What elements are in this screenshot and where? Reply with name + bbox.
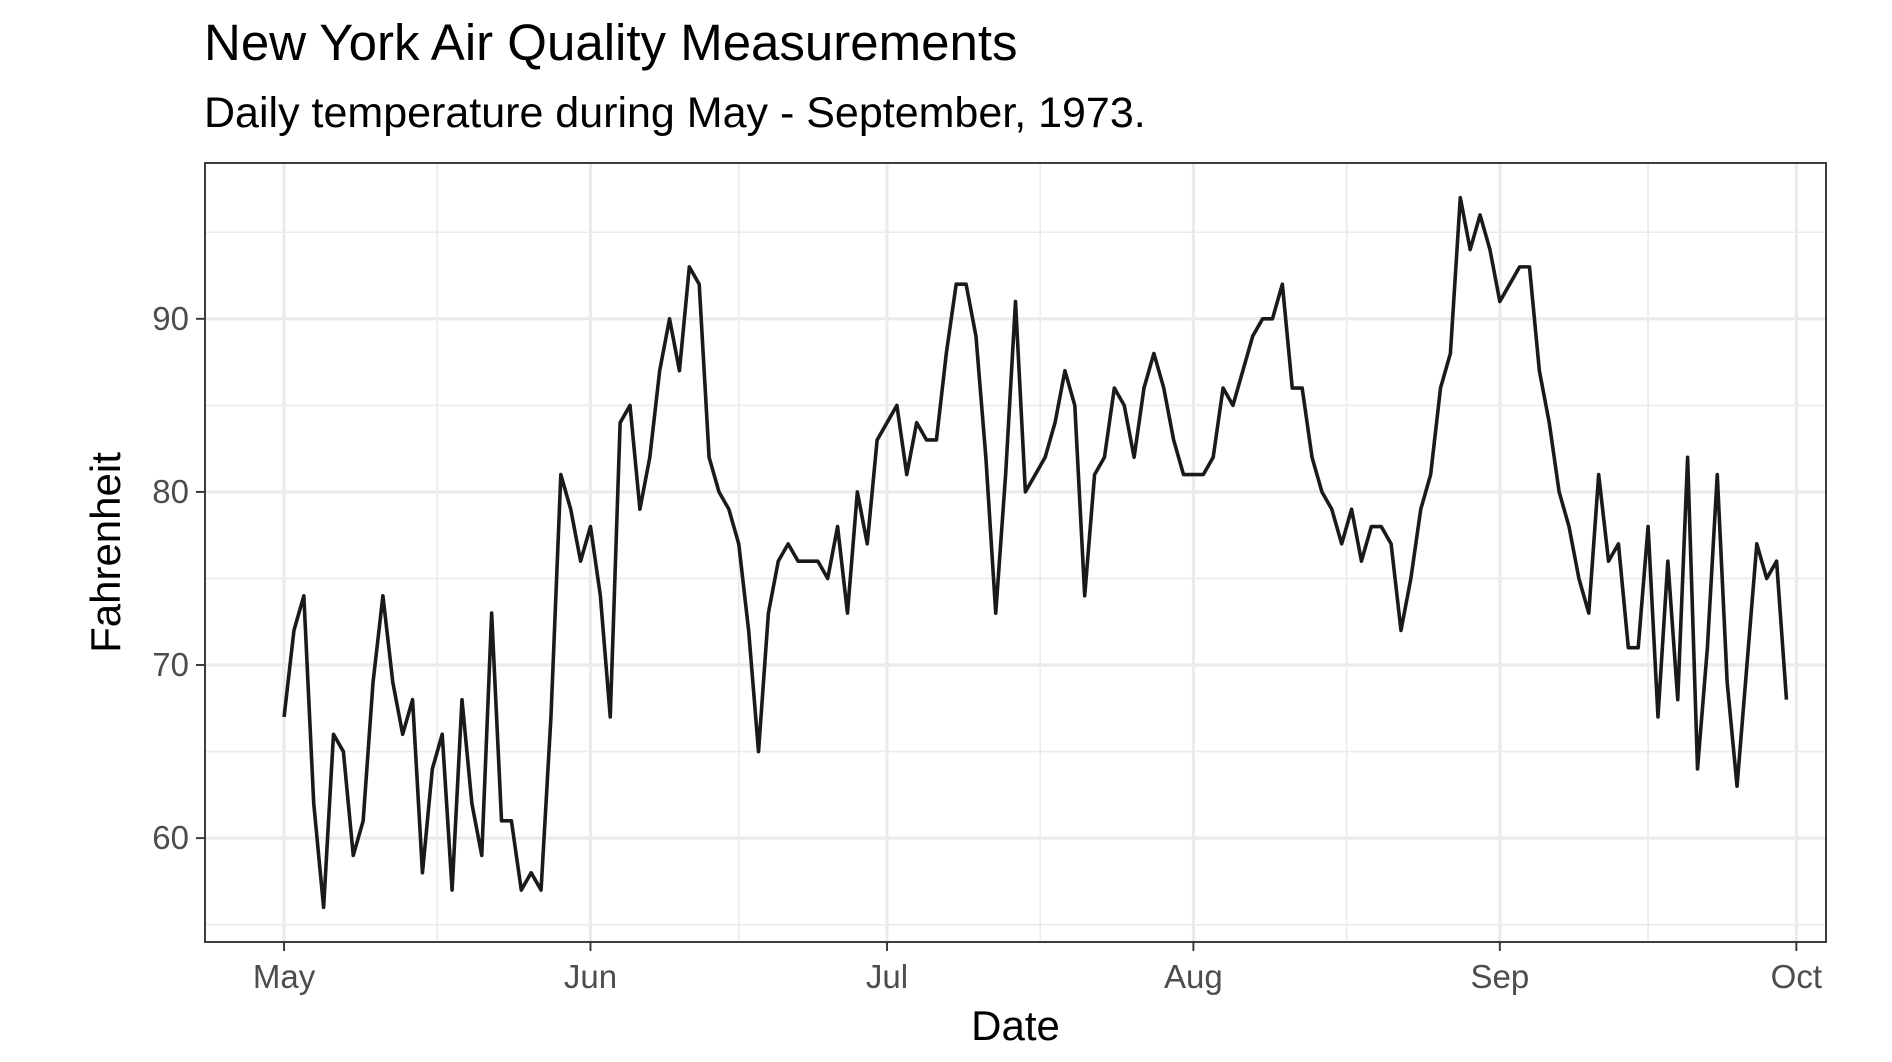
x-tick-label: Aug — [1164, 958, 1223, 995]
chart-title: New York Air Quality Measurements — [204, 14, 1018, 71]
temperature-series-line — [282, 195, 1789, 910]
x-tick-label: Jul — [866, 958, 908, 995]
x-tick-label: Oct — [1771, 958, 1822, 995]
x-axis: May Jun Jul Aug Sep Oct — [253, 942, 1822, 995]
x-tick-label: Jun — [564, 958, 617, 995]
chart-subtitle: Daily temperature during May - September… — [204, 89, 1146, 137]
y-axis-title: Fahrenheit — [82, 452, 129, 653]
major-gridlines — [205, 163, 1826, 942]
y-tick-label: 60 — [152, 819, 189, 856]
y-tick-label: 90 — [152, 300, 189, 337]
y-tick-label: 80 — [152, 473, 189, 510]
y-axis: 60 70 80 90 — [152, 300, 205, 856]
x-axis-title: Date — [971, 1002, 1060, 1049]
minor-gridlines — [205, 163, 1826, 942]
x-tick-label: May — [253, 958, 316, 995]
plot-panel-border — [204, 162, 1827, 943]
x-tick-label: Sep — [1470, 958, 1529, 995]
y-tick-label: 70 — [152, 646, 189, 683]
